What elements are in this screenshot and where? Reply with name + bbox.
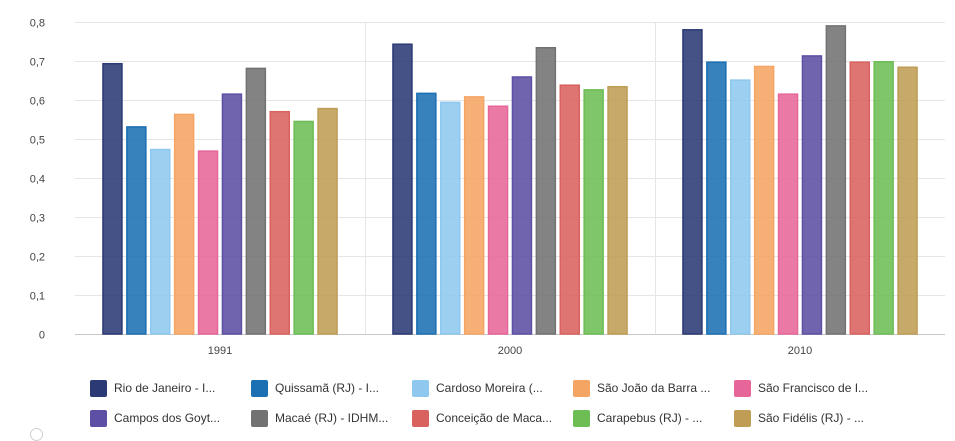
bar: [294, 121, 313, 334]
x-tick-label: 2000: [498, 345, 522, 357]
legend-swatch: [90, 380, 107, 397]
bar: [536, 48, 555, 334]
bar: [683, 30, 702, 334]
x-axis-tick-labels: 1991 2000 2010: [208, 345, 812, 357]
bar: [826, 26, 845, 334]
legend-item[interactable]: São Fidélis (RJ) - ...: [734, 410, 884, 427]
legend-item[interactable]: São João da Barra ...: [573, 380, 734, 397]
legend-label: Campos dos Goyt...: [114, 411, 220, 425]
legend-row: Campos dos Goyt... Macaé (RJ) - IDHM... Co…: [90, 403, 950, 433]
bar: [731, 80, 750, 334]
legend-label: São João da Barra ...: [597, 381, 710, 395]
legend-swatch: [573, 380, 590, 397]
legend-swatch: [412, 380, 429, 397]
bar: [246, 68, 265, 334]
legend-label: Rio de Janeiro - I...: [114, 381, 215, 395]
legend-swatch: [90, 410, 107, 427]
y-tick-label: 0,7: [30, 57, 45, 69]
bar: [199, 151, 218, 334]
legend-item[interactable]: Macaé (RJ) - IDHM...: [251, 410, 412, 427]
y-tick-label: 0,2: [30, 252, 45, 264]
bar: [127, 127, 146, 334]
y-tick-label: 0: [39, 330, 45, 342]
bar: [441, 102, 460, 334]
bar: [608, 87, 627, 334]
legend-label: Conceição de Maca...: [436, 411, 552, 425]
legend-label: Macaé (RJ) - IDHM...: [275, 411, 388, 425]
bar: [755, 66, 774, 334]
legend-label: Carapebus (RJ) - ...: [597, 411, 702, 425]
bar: [560, 85, 579, 334]
x-tick-label: 2010: [788, 345, 812, 357]
bar: [103, 64, 122, 334]
y-tick-label: 0,1: [30, 291, 45, 303]
legend-swatch: [573, 410, 590, 427]
bar: [270, 112, 289, 334]
bar: [779, 94, 798, 334]
y-tick-label: 0,3: [30, 213, 45, 225]
bar: [584, 90, 603, 334]
legend-row: Rio de Janeiro - I... Quissamã (RJ) - I..…: [90, 373, 950, 403]
y-tick-label: 0,5: [30, 135, 45, 147]
bar: [850, 62, 869, 334]
legend-swatch: [734, 410, 751, 427]
legend-label: São Fidélis (RJ) - ...: [758, 411, 864, 425]
legend: Rio de Janeiro - I... Quissamã (RJ) - I..…: [90, 373, 950, 433]
bar: [489, 106, 508, 334]
bar: [874, 62, 893, 334]
y-tick-label: 0,4: [30, 174, 45, 186]
legend-swatch: [412, 410, 429, 427]
bars: [103, 26, 917, 334]
bar: [417, 93, 436, 334]
bar: [802, 56, 821, 334]
legend-swatch: [251, 410, 268, 427]
bar: [707, 62, 726, 334]
bar: [512, 77, 531, 334]
legend-item[interactable]: Quissamã (RJ) - I...: [251, 380, 412, 397]
legend-swatch: [734, 380, 751, 397]
bar: [465, 97, 484, 334]
legend-item[interactable]: Conceição de Maca...: [412, 410, 573, 427]
legend-item[interactable]: Cardoso Moreira (...: [412, 380, 573, 397]
y-axis-tick-labels: 0 0,1 0,2 0,3 0,4 0,5 0,6 0,7 0,8: [30, 18, 45, 342]
legend-item[interactable]: São Francisco de I...: [734, 380, 884, 397]
bar: [175, 114, 194, 334]
bar: [898, 67, 917, 334]
legend-label: Cardoso Moreira (...: [436, 381, 543, 395]
bar: [151, 150, 170, 334]
legend-swatch: [251, 380, 268, 397]
bar: [393, 44, 412, 334]
partial-icon: [30, 428, 43, 441]
bar-chart: 0 0,1 0,2 0,3 0,4 0,5 0,6 0,7 0,8 1991 2000 2010: [0, 0, 955, 370]
legend-item[interactable]: Rio de Janeiro - I...: [90, 380, 251, 397]
x-tick-label: 1991: [208, 345, 232, 357]
y-tick-label: 0,8: [30, 18, 45, 30]
y-tick-label: 0,6: [30, 96, 45, 108]
bar: [222, 94, 241, 334]
legend-item[interactable]: Carapebus (RJ) - ...: [573, 410, 734, 427]
legend-item[interactable]: Campos dos Goyt...: [90, 410, 251, 427]
bar: [318, 109, 337, 334]
legend-label: São Francisco de I...: [758, 381, 868, 395]
legend-label: Quissamã (RJ) - I...: [275, 381, 379, 395]
